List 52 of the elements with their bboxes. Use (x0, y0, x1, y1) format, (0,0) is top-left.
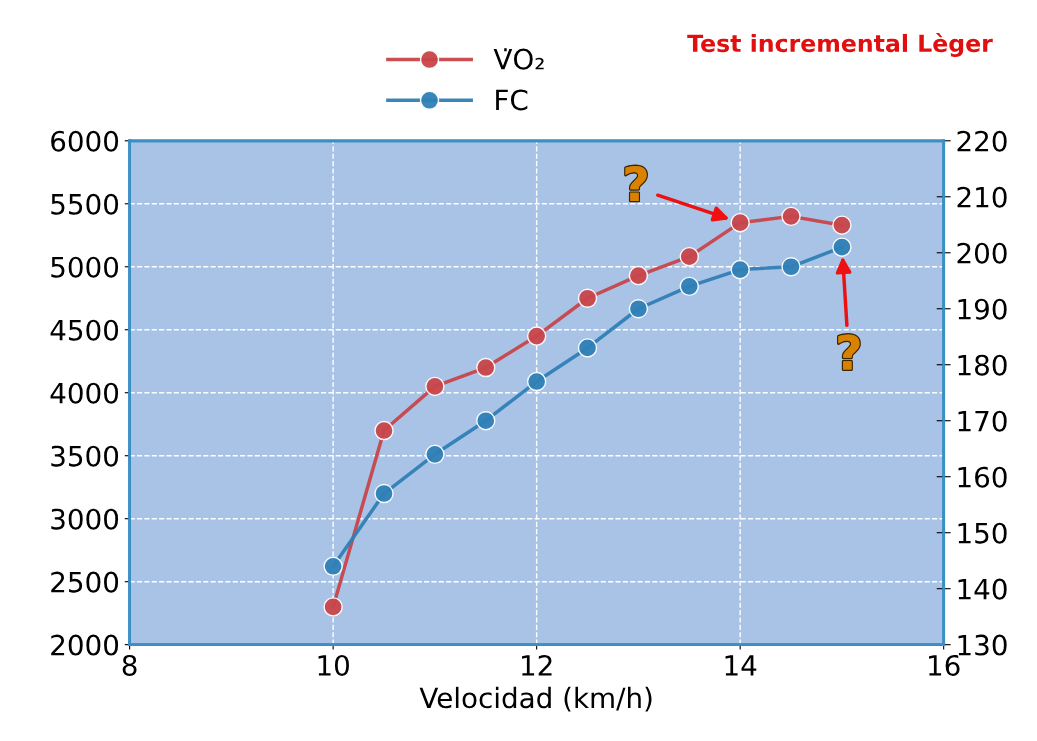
point (628, 265, 649, 286)
point (679, 246, 700, 267)
y2-tick-label: 150 (958, 522, 1007, 544)
x-tick-label: 8 (122, 654, 137, 676)
x-tick-label: 16 (929, 654, 960, 676)
point (832, 215, 852, 235)
y-tick-label: 2000 (51, 634, 119, 656)
point (679, 276, 700, 297)
point (374, 420, 394, 441)
x-axis-title: Velocidad (km/h) (419, 686, 652, 712)
y-tick-label: 4500 (50, 319, 119, 341)
y-tick-label: 4000 (50, 382, 119, 404)
text: Test incremental Lèger (687, 32, 993, 57)
point (526, 326, 547, 346)
legend-label: V̇O₂ (493, 48, 544, 70)
point (781, 206, 801, 227)
point (323, 597, 343, 617)
point (425, 444, 445, 465)
y2-tick-label: 180 (958, 354, 1007, 376)
point (781, 257, 801, 277)
x-tick-label: 10 (318, 654, 349, 676)
x-tick-label: 14 (725, 655, 757, 676)
y2-tick-label: 190 (958, 298, 1007, 320)
point (476, 357, 496, 378)
point (832, 237, 852, 257)
y-tick-label: 5000 (51, 256, 119, 278)
y2-tick-label: 220 (957, 130, 1007, 152)
point (425, 376, 445, 397)
y2-tick-label: 140 (958, 578, 1007, 600)
point (730, 259, 750, 280)
x-tick-label: 12 (522, 654, 552, 676)
y-tick-label: 3500 (51, 445, 119, 467)
y-tick-label: 5500 (51, 193, 119, 215)
y-tick-label: 3000 (51, 508, 119, 530)
point (476, 411, 496, 431)
point (323, 556, 343, 577)
legend-label: FC (496, 89, 528, 111)
annotation: ? (838, 334, 860, 370)
y2-tick-label: 160 (958, 466, 1007, 488)
point (628, 299, 649, 319)
y-tick-label: 2500 (51, 571, 119, 593)
point (730, 212, 750, 233)
point (374, 483, 394, 504)
y2-tick-label: 170 (958, 410, 1007, 432)
point (577, 288, 598, 308)
y-tick-label: 6000 (51, 130, 119, 152)
annotation: ? (625, 165, 647, 201)
y2-tick-label: 210 (957, 186, 1007, 208)
point (526, 371, 547, 392)
point (577, 338, 598, 358)
y2-tick-label: 200 (957, 242, 1007, 264)
y2-tick-label: 130 (958, 634, 1007, 656)
